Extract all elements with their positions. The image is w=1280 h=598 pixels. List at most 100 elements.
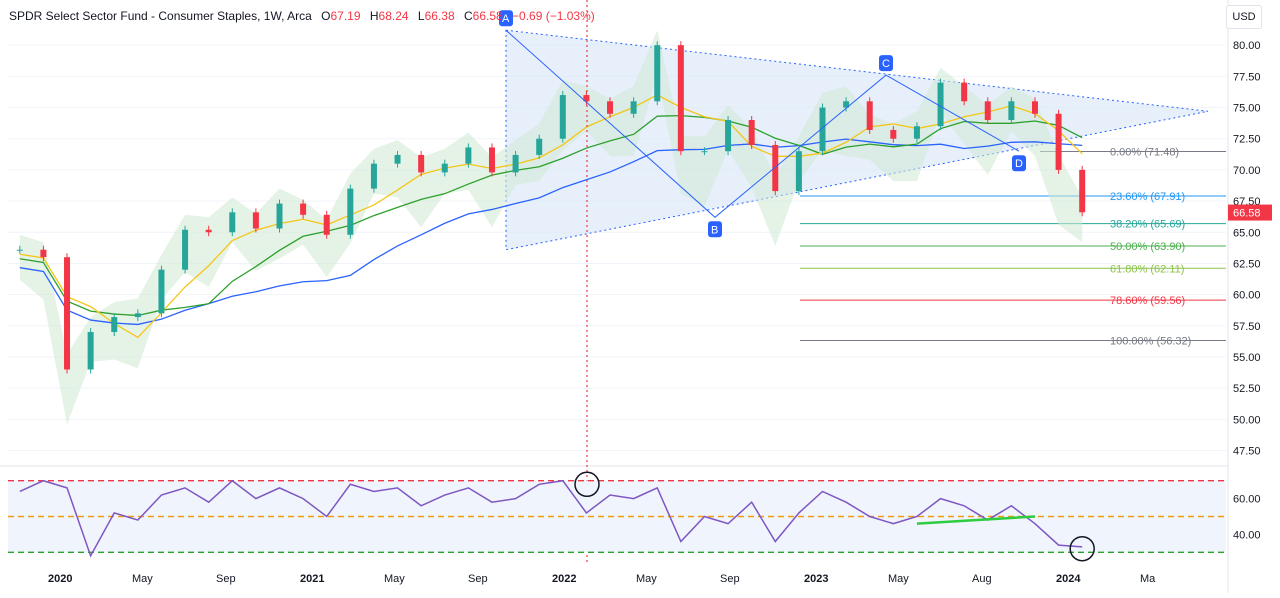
rsi-tick-label: 60.00 [1233, 494, 1261, 506]
candle-body [16, 249, 23, 251]
abcd-pattern-line [505, 29, 1020, 218]
y-tick-label: 50.00 [1233, 414, 1261, 426]
candle-body [961, 82, 968, 102]
candle-body [158, 269, 165, 314]
y-tick-label: 77.50 [1233, 71, 1261, 83]
pattern-point-label: B [711, 224, 718, 236]
candle-body [1055, 113, 1062, 170]
candle-body [418, 154, 425, 173]
x-tick-label: May [132, 573, 153, 585]
highlight-circle [574, 471, 600, 498]
fib-level-label: 61.80% (62.11) [1110, 263, 1184, 275]
high-value: 68.24 [378, 9, 409, 23]
x-tick-label: 2021 [300, 573, 324, 585]
candle-body [748, 120, 755, 145]
symbol-title[interactable]: SPDR Select Sector Fund - Consumer Stapl… [9, 9, 312, 23]
pattern-point-badge [708, 221, 722, 238]
candle-body [937, 82, 944, 127]
candle-body [394, 154, 401, 164]
x-tick-label: Ma [1140, 573, 1156, 585]
candle-body [1031, 101, 1038, 114]
candle-body [347, 188, 354, 235]
currency-button[interactable]: USD [1226, 5, 1262, 29]
last-price-tag: 66.58 [1233, 208, 1261, 220]
candle-body [677, 45, 684, 152]
candle-body [465, 147, 472, 164]
candle-body [40, 249, 47, 258]
x-tick-label: May [384, 573, 405, 585]
candle-body [890, 129, 897, 139]
candle-body [772, 144, 779, 192]
candle-body [607, 101, 614, 114]
candle-body [843, 101, 850, 108]
candle-body [725, 120, 732, 152]
y-tick-label: 47.50 [1233, 446, 1261, 458]
last-price-tag-bg [1228, 204, 1272, 221]
candle-body [300, 203, 307, 215]
ma-yellow-line [19, 94, 1083, 339]
candle-body [984, 101, 991, 121]
candle-body [87, 332, 94, 370]
rsi-line [19, 479, 1083, 558]
x-tick-label: 2023 [804, 573, 828, 585]
fib-level-label: 100.00% (56.32) [1110, 336, 1191, 348]
y-tick-label: 55.00 [1233, 352, 1261, 364]
cloud-band [19, 30, 1083, 425]
candle-body [559, 95, 566, 139]
x-tick-label: Sep [720, 573, 740, 585]
divergence-line [916, 515, 1036, 525]
candle-body [913, 126, 920, 139]
candle-body [1008, 101, 1015, 121]
y-tick-label: 52.50 [1233, 383, 1261, 395]
low-label: L [417, 9, 425, 23]
close-label: C [463, 9, 473, 23]
rsi-tick-label: 40.00 [1233, 529, 1261, 541]
y-tick-label: 62.50 [1233, 258, 1261, 270]
candle-body [583, 95, 590, 102]
candle-body [488, 147, 495, 173]
candle-body [701, 151, 708, 153]
candle-body [276, 203, 283, 229]
change-value: −0.69 (−1.03%) [512, 9, 595, 23]
x-tick-label: May [636, 573, 657, 585]
candle-body [205, 229, 212, 233]
candle-body [654, 45, 661, 102]
open-label: O [321, 9, 331, 23]
low-value: 66.38 [424, 9, 455, 23]
pattern-point-badge [879, 55, 893, 72]
candle-body [229, 212, 236, 233]
highlight-circle [1069, 535, 1095, 562]
candle-body [795, 151, 802, 192]
candle-body [441, 163, 448, 173]
symbol-header: SPDR Select Sector Fund - Consumer Stapl… [9, 9, 595, 23]
candle-body [819, 107, 826, 152]
open-value: 67.19 [330, 9, 361, 23]
fib-level-label: 50.00% (63.90) [1110, 241, 1185, 253]
x-tick-label: 2024 [1056, 573, 1081, 585]
fib-level-label: 23.60% (67.91) [1110, 191, 1185, 203]
y-tick-label: 65.00 [1233, 227, 1261, 239]
x-tick-label: Sep [468, 573, 488, 585]
pattern-point-label: C [882, 58, 890, 70]
fib-level-label: 0.00% (71.48) [1110, 146, 1179, 158]
x-tick-label: 2022 [552, 573, 576, 585]
y-tick-label: 72.50 [1233, 134, 1261, 146]
close-value: 66.58 [472, 9, 503, 23]
x-tick-label: Aug [972, 573, 992, 585]
x-tick-label: May [888, 573, 909, 585]
candle-body [111, 317, 118, 333]
candle-body [182, 229, 189, 270]
candle-body [866, 101, 873, 130]
ma-green-line [19, 114, 1083, 317]
y-tick-label: 60.00 [1233, 290, 1261, 302]
candle-body [512, 154, 519, 173]
x-tick-label: Sep [216, 573, 236, 585]
candle-body [134, 313, 141, 318]
y-tick-label: 57.50 [1233, 321, 1261, 333]
candle-body [1079, 169, 1086, 213]
y-tick-label: 80.00 [1233, 40, 1261, 52]
candle-body [370, 163, 377, 189]
candle-body [64, 257, 71, 370]
y-tick-label: 70.00 [1233, 165, 1261, 177]
